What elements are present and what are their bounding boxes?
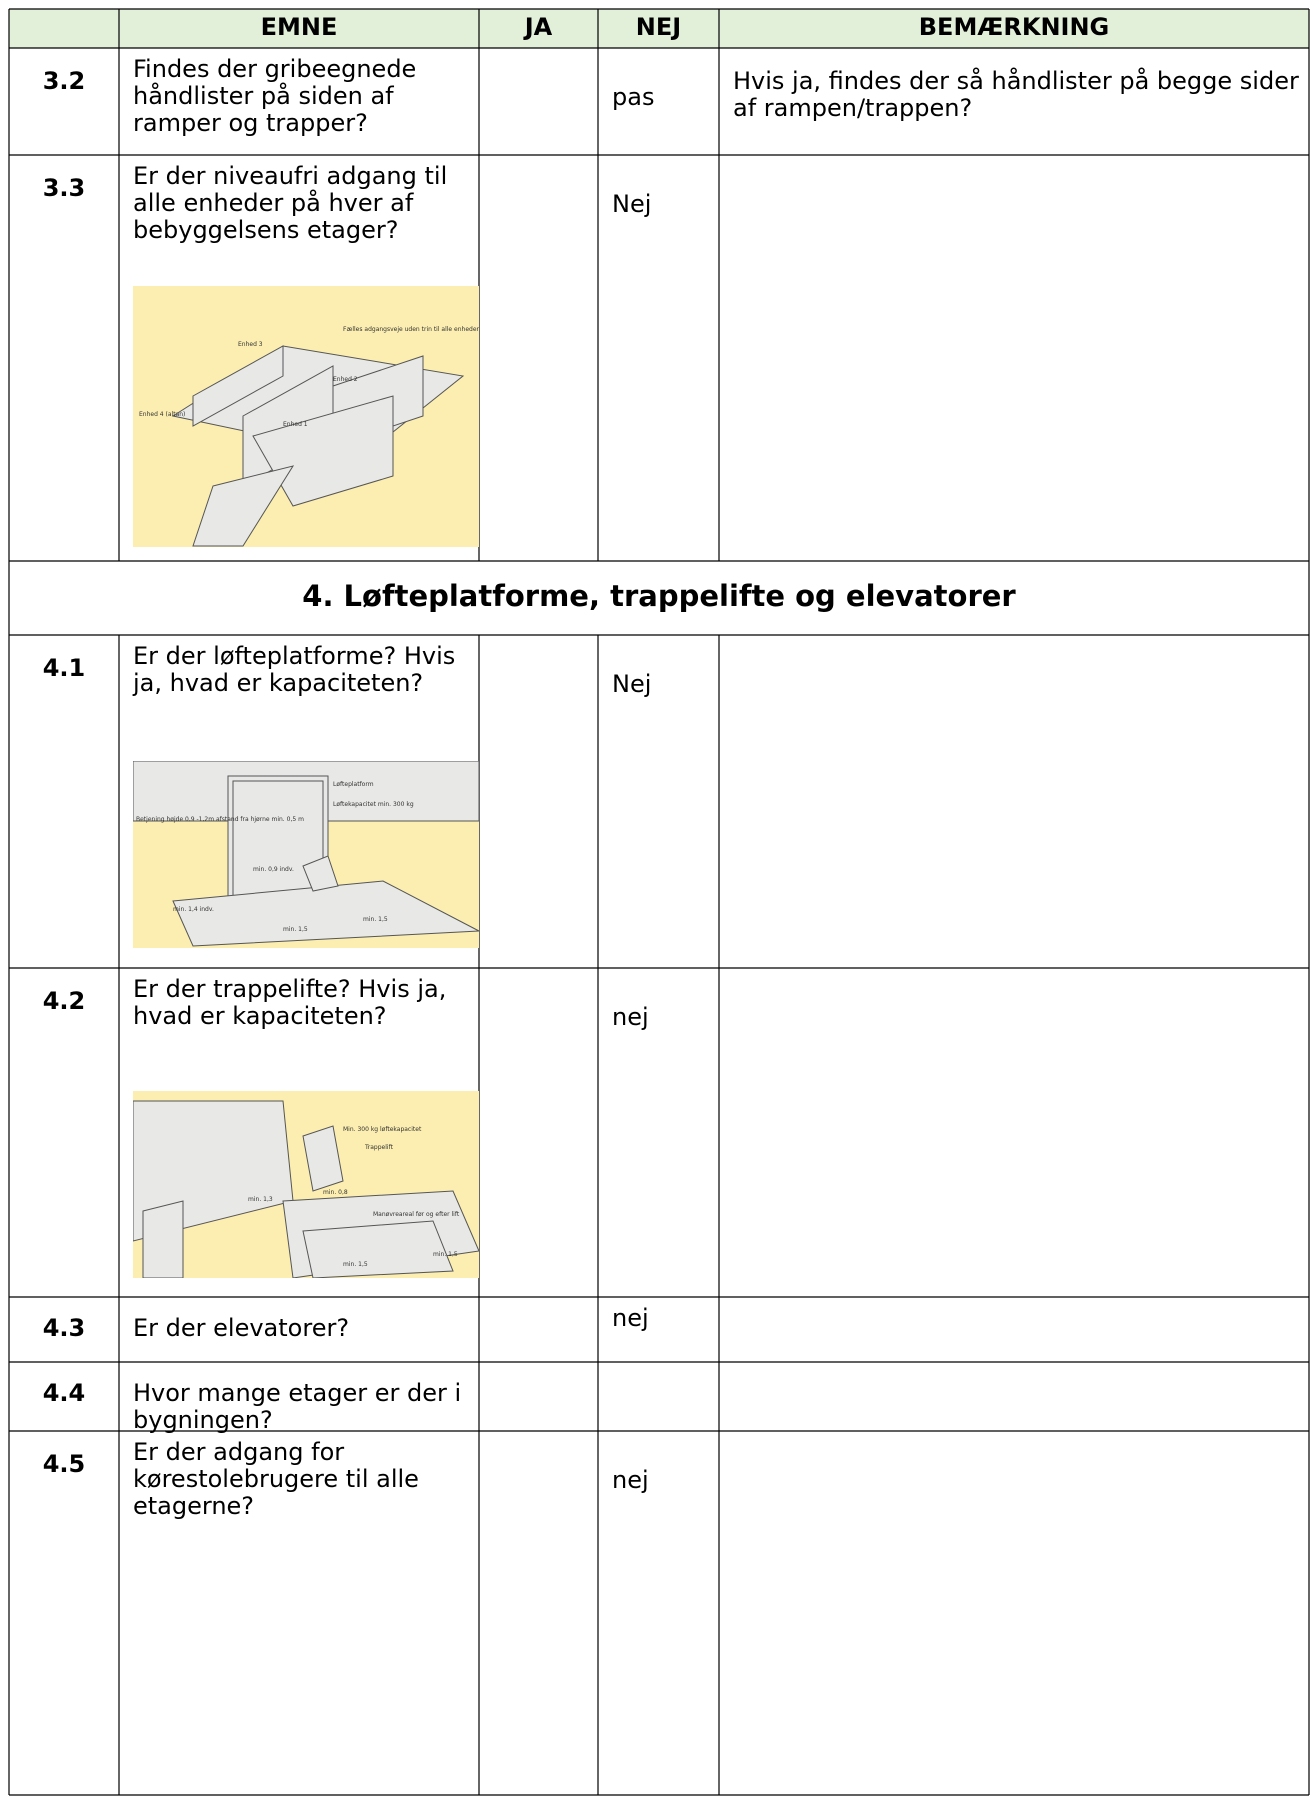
illustration-shape — [192, 465, 295, 547]
nej-answer: nej — [612, 1003, 649, 1031]
nej-answer: Nej — [612, 190, 652, 218]
question: Er der trappelifte? Hvis ja, hvad er kap… — [133, 975, 447, 1030]
question: Er der adgang for kørestolebrugere til a… — [133, 1438, 419, 1520]
illustration-label: Løftekapacitet min. 300 kg — [333, 801, 414, 808]
illustration-label: Min. 300 kg løftekapacitet — [343, 1126, 422, 1133]
header-bg — [9, 9, 1309, 48]
illustration-label: Løfteplatform — [333, 781, 374, 788]
row-number: 4.5 — [42, 1450, 86, 1478]
illustration-shape — [142, 1200, 184, 1278]
row-number: 4.3 — [42, 1314, 86, 1342]
question: Er der elevatorer? — [133, 1314, 350, 1342]
illustration: Enhed 3 Fælles adgangsveje uden trin til … — [133, 286, 479, 547]
question: Er der niveaufri adgang til alle enheder… — [133, 162, 448, 244]
column-header: BEMÆRKNING — [918, 13, 1110, 41]
column-header: JA — [524, 13, 553, 41]
illustration: Løfteplatform Løftekapacitet min. 300 kg B… — [133, 761, 479, 948]
illustration-label: min. 1,5 — [433, 1251, 458, 1258]
row-number: 4.1 — [42, 654, 86, 682]
nej-answer: Nej — [612, 670, 652, 698]
illustration-label: min. 1,3 — [248, 1196, 273, 1203]
illustration-label: Fælles adgangsveje uden trin til alle en… — [343, 326, 479, 333]
illustration-label: min. 1,4 indv. — [173, 906, 214, 913]
illustration-label: Manøvreareal før og efter lift — [373, 1211, 460, 1218]
illustration-label: Enhed 3 — [238, 341, 263, 348]
row-number: 4.2 — [42, 987, 86, 1015]
nej-answer: pas — [612, 83, 655, 111]
illustration-label: min. 1,5 — [343, 1261, 368, 1268]
row-number: 4.4 — [42, 1379, 86, 1407]
illustration-shape — [192, 345, 284, 427]
illustration-label: min. 1,5 — [363, 916, 388, 923]
illustration-label: Enhed 4 (altan) — [139, 411, 185, 418]
illustration-label: Enhed 2 — [333, 376, 358, 383]
illustration-label: Trappelift — [364, 1144, 394, 1151]
question: Er der løfteplatforme? Hvis ja, hvad er … — [133, 642, 456, 697]
illustration-shape — [302, 1220, 454, 1278]
section-title: 4. Løfteplatforme, trappelifte og elevat… — [302, 579, 1016, 613]
nej-answer: nej — [612, 1304, 649, 1332]
remark: Hvis ja, findes der så håndlister på beg… — [733, 67, 1299, 122]
column-header: NEJ — [635, 13, 682, 41]
illustration-label: Betjening højde 0,9 -1,2m afstand fra hj… — [136, 816, 304, 823]
illustration-label: min. 1,5 — [283, 926, 308, 933]
row-number: 3.2 — [42, 67, 86, 95]
row-number: 3.3 — [42, 174, 86, 202]
nej-answer: nej — [612, 1466, 649, 1494]
illustration-shape — [302, 855, 339, 892]
illustration-label: min. 0,9 indv. — [253, 866, 294, 873]
column-header: EMNE — [260, 13, 338, 41]
illustration-shape — [302, 1125, 344, 1192]
question: Findes der gribeegnede håndlister på sid… — [133, 55, 417, 137]
illustration-label: Enhed 1 — [283, 421, 308, 428]
illustration: Min. 300 kg løftekapacitet Trappelift min.… — [133, 1091, 479, 1278]
illustration-label: min. 0,8 — [323, 1189, 348, 1196]
question: Hvor mange etager er der i bygningen? — [133, 1379, 462, 1434]
